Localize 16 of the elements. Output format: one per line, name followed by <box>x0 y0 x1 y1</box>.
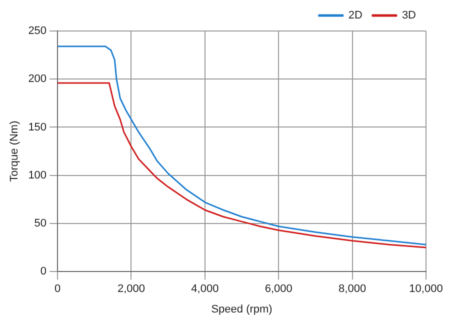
y-tick-label: 0 <box>40 266 47 278</box>
x-tick-label: 10,000 <box>409 283 443 296</box>
legend-label: 3D <box>402 10 416 22</box>
x-tick-label: 0 <box>54 283 61 296</box>
y-tick-label: 100 <box>28 169 47 182</box>
x-tick-label: 6,000 <box>264 283 292 296</box>
x-tick-label: 8,000 <box>338 283 366 296</box>
y-tick-label: 150 <box>28 121 47 134</box>
x-tick-label: 4,000 <box>191 283 219 296</box>
y-tick-label: 200 <box>28 73 47 86</box>
x-axis-title: Speed (rpm) <box>211 303 272 316</box>
y-tick-label: 50 <box>34 218 47 230</box>
x-tick-label: 2,000 <box>117 283 146 296</box>
y-axis-title: Torque (Nm) <box>8 120 21 182</box>
legend-label: 2D <box>348 10 362 22</box>
y-tick-label: 250 <box>28 25 47 38</box>
